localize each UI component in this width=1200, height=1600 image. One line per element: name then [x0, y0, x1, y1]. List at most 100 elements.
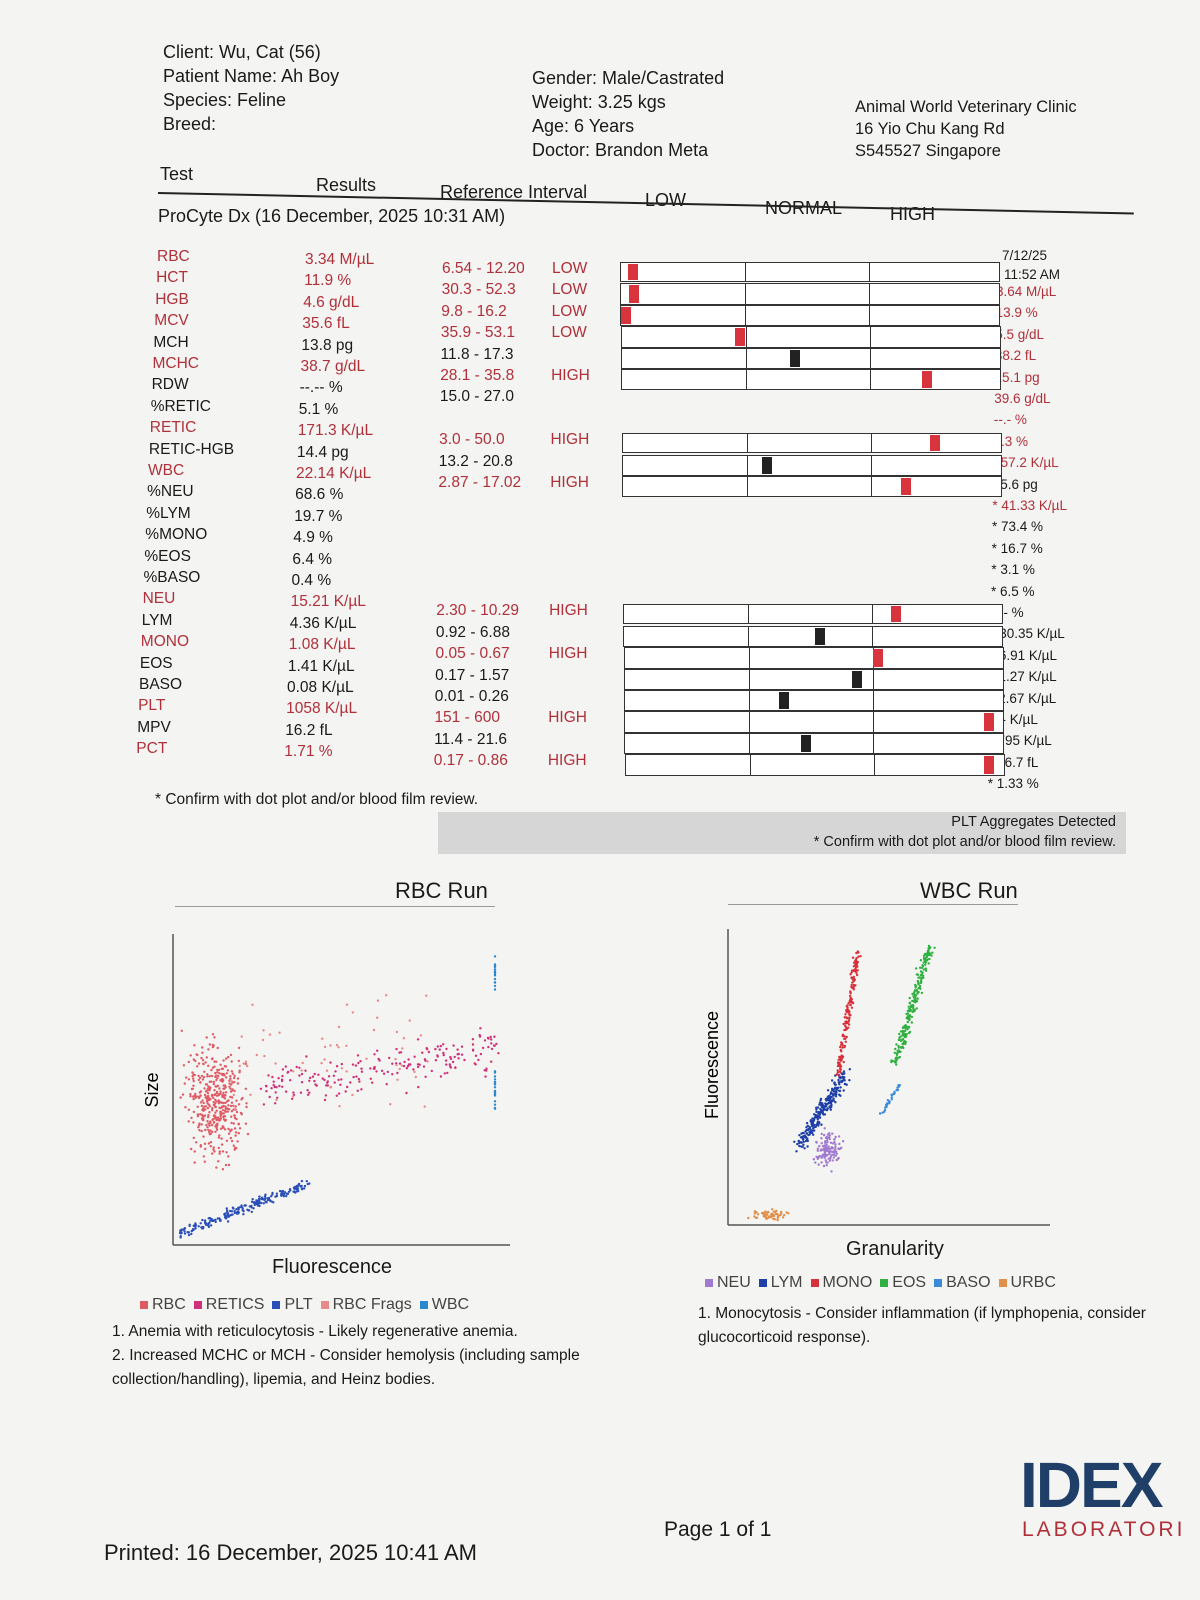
dot [793, 1140, 796, 1143]
rbc-notes: 1. Anemia with reticulocytosis - Likely … [112, 1320, 612, 1392]
dot [827, 1136, 831, 1139]
dot [855, 973, 859, 977]
dot-cloud [747, 1208, 790, 1222]
dot [345, 1070, 348, 1073]
dot [227, 1132, 231, 1135]
dot [816, 1118, 819, 1121]
dot [489, 1035, 492, 1039]
result: 15.21 K/µL [290, 593, 366, 611]
dot [224, 1105, 227, 1108]
dot [262, 1029, 265, 1032]
dot [192, 1079, 195, 1083]
dot [282, 1195, 286, 1198]
dot [337, 1092, 341, 1095]
range-marker [851, 670, 862, 688]
dot [225, 1151, 228, 1154]
dot [221, 1150, 225, 1153]
segment-divider [749, 691, 750, 711]
segment-divider [745, 263, 746, 281]
dot [230, 1060, 233, 1063]
dot [820, 1142, 823, 1145]
dot [389, 1103, 392, 1106]
legend-item: URBC [998, 1274, 1056, 1291]
dot [490, 1042, 493, 1045]
dot [820, 1137, 823, 1140]
result: 13.8 pg [301, 336, 354, 354]
dot [218, 1134, 221, 1137]
dot [228, 1079, 231, 1082]
dot [840, 1058, 843, 1061]
legend-swatch [193, 1301, 202, 1309]
dot [235, 1099, 238, 1102]
dot [351, 1063, 355, 1066]
dot [919, 973, 923, 977]
clinic-line: S545527 Singapore [855, 142, 1001, 160]
dot [332, 1074, 336, 1077]
dot [212, 1080, 216, 1084]
dot [280, 1079, 284, 1083]
dot [303, 1187, 306, 1190]
result: 3.34 M/µL [305, 251, 375, 268]
flag: LOW [551, 324, 587, 342]
dot [323, 1045, 327, 1049]
dot [272, 1201, 275, 1204]
dot [233, 1209, 236, 1213]
dot [818, 1122, 821, 1125]
dot [818, 1154, 821, 1158]
dot [434, 1059, 438, 1062]
dot [226, 1220, 230, 1223]
dot [349, 1081, 352, 1084]
dot [233, 1211, 236, 1215]
wbc-plot: Fluorescence [702, 929, 1050, 1226]
dot [238, 1206, 241, 1209]
dot [329, 1085, 333, 1089]
dot [321, 1077, 324, 1080]
dot [484, 1075, 487, 1078]
dot [274, 1102, 277, 1105]
dot [278, 1189, 282, 1193]
test-name: MPV [137, 718, 171, 736]
legend-item: NEU [705, 1274, 751, 1291]
legend-swatch [758, 1279, 767, 1287]
test-name: EOS [139, 654, 173, 672]
dot [207, 1128, 210, 1132]
dot [256, 1203, 259, 1206]
dot [191, 1071, 194, 1074]
dot [258, 1195, 261, 1198]
dot [229, 1095, 232, 1099]
dot [345, 1003, 349, 1006]
dot [755, 1216, 759, 1219]
dot [189, 1093, 192, 1096]
dot [206, 1091, 210, 1095]
dot [493, 1100, 497, 1103]
dot [926, 958, 929, 961]
dot [915, 1007, 918, 1010]
dot [308, 1091, 311, 1094]
dot [205, 1100, 209, 1103]
dot [439, 1044, 442, 1048]
dot [229, 1136, 232, 1140]
dot [209, 1224, 213, 1227]
legend-swatch [140, 1301, 148, 1309]
dot [851, 956, 855, 959]
clinic: Animal World Veterinary Clinic 16 Yio Ch… [855, 96, 1077, 162]
dot [812, 1129, 815, 1132]
reference: 0.17 - 0.86 [433, 752, 508, 770]
dot [208, 1124, 211, 1127]
dot [825, 1108, 829, 1112]
note-line: 1. Monocytosis - Consider inflammation (… [698, 1305, 1146, 1346]
dot [852, 978, 856, 981]
dot [192, 1097, 195, 1101]
dot [199, 1090, 203, 1093]
dot [306, 1093, 310, 1096]
dot [395, 1030, 399, 1034]
dot [490, 1038, 493, 1041]
dot [223, 1128, 227, 1131]
dot [452, 1044, 455, 1047]
dot [294, 1185, 297, 1188]
logo-sub: LABORATORI [1022, 1518, 1186, 1541]
dot [192, 1058, 195, 1061]
dot [202, 1109, 205, 1112]
dot [839, 1086, 842, 1089]
dot [829, 1093, 832, 1096]
